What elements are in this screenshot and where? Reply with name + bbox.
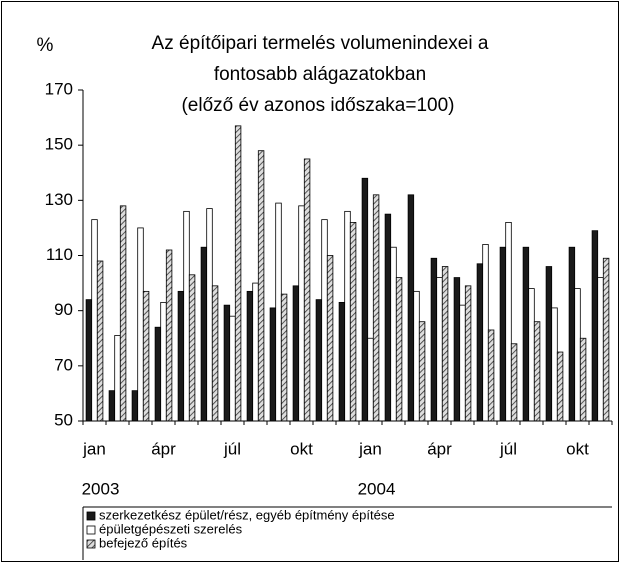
bar bbox=[505, 221, 512, 422]
y-tick-label: 150 bbox=[45, 135, 73, 154]
bar bbox=[384, 213, 392, 422]
bar bbox=[326, 255, 334, 422]
legend-swatch bbox=[86, 525, 96, 535]
bar bbox=[395, 277, 403, 422]
bar bbox=[436, 277, 443, 422]
bar bbox=[234, 125, 242, 422]
bar bbox=[160, 301, 167, 422]
bar bbox=[252, 282, 259, 422]
legend-swatch bbox=[86, 539, 96, 549]
x-tick-label: jan bbox=[358, 439, 382, 458]
bar bbox=[119, 205, 127, 422]
year-label: 2004 bbox=[358, 479, 396, 498]
chart-subtitle: (előző év azonos időszaka=100) bbox=[181, 95, 454, 116]
bar bbox=[568, 246, 576, 422]
y-tick-label: 90 bbox=[54, 300, 73, 319]
bar bbox=[390, 246, 397, 422]
bar bbox=[413, 290, 420, 422]
chart-title: fontosabb alágazatokban bbox=[214, 64, 426, 85]
y-tick-label: 50 bbox=[54, 410, 73, 429]
x-tick-label: ápr bbox=[427, 439, 452, 458]
bar bbox=[85, 299, 93, 422]
bar bbox=[108, 390, 116, 422]
bar bbox=[361, 177, 369, 422]
bar bbox=[96, 260, 104, 422]
chart-title: Az építőipari termelés volumenindexei a bbox=[152, 33, 489, 54]
y-tick-label: 170 bbox=[45, 79, 73, 98]
bar bbox=[188, 274, 196, 422]
bar bbox=[464, 285, 472, 422]
year-label: 2003 bbox=[82, 479, 120, 498]
bar bbox=[372, 194, 380, 422]
legend-swatch bbox=[86, 511, 96, 521]
bar bbox=[206, 208, 213, 422]
bar bbox=[223, 304, 231, 422]
bar bbox=[177, 290, 185, 422]
bar bbox=[338, 301, 346, 422]
bar bbox=[257, 150, 265, 422]
bar bbox=[482, 244, 489, 422]
bar bbox=[533, 321, 541, 422]
bar bbox=[459, 304, 466, 422]
bar bbox=[321, 219, 328, 422]
bar bbox=[430, 257, 438, 422]
y-tick-label: 110 bbox=[46, 245, 73, 264]
bar bbox=[303, 158, 311, 422]
x-tick-label: okt bbox=[566, 439, 589, 458]
bar bbox=[591, 230, 599, 422]
bar bbox=[545, 266, 553, 422]
bar bbox=[292, 285, 300, 422]
bar bbox=[229, 315, 236, 422]
legend-label: szerkezetkész épület/rész, egyéb építmén… bbox=[99, 507, 395, 522]
bar bbox=[200, 246, 208, 422]
legend-label: befejező építés bbox=[99, 535, 188, 550]
x-tick-label: okt bbox=[290, 439, 313, 458]
legend-label: épületgépészeti szerelés bbox=[99, 521, 243, 536]
bar bbox=[574, 288, 581, 422]
bar bbox=[476, 263, 484, 422]
bar bbox=[597, 277, 604, 422]
bar bbox=[510, 343, 518, 422]
bar bbox=[165, 249, 173, 422]
bar bbox=[246, 290, 254, 422]
bar bbox=[269, 307, 277, 422]
bar bbox=[183, 210, 190, 422]
x-tick-label: júl bbox=[223, 439, 241, 458]
bar bbox=[91, 219, 98, 422]
bar bbox=[142, 290, 150, 422]
x-tick-label: júl bbox=[499, 439, 517, 458]
bar bbox=[522, 246, 530, 422]
x-tick-label: ápr bbox=[151, 439, 176, 458]
bar bbox=[418, 321, 426, 422]
y-tick-label: 130 bbox=[45, 190, 73, 209]
bar bbox=[131, 390, 139, 422]
bar bbox=[344, 210, 351, 422]
bar bbox=[137, 227, 144, 422]
bar bbox=[579, 337, 587, 422]
bar bbox=[298, 205, 305, 422]
y-tick-label: 70 bbox=[54, 355, 73, 374]
bar bbox=[275, 202, 282, 422]
bar bbox=[528, 288, 535, 422]
bar bbox=[154, 326, 162, 422]
bar bbox=[349, 221, 357, 422]
bar bbox=[407, 194, 415, 422]
bar bbox=[315, 299, 323, 422]
bar bbox=[441, 266, 449, 422]
bar bbox=[556, 351, 564, 422]
bar bbox=[280, 293, 288, 422]
bar bbox=[551, 307, 558, 422]
bar bbox=[487, 329, 495, 422]
bar bbox=[114, 335, 121, 422]
x-tick-label: jan bbox=[82, 439, 106, 458]
bar bbox=[211, 285, 219, 422]
bar bbox=[602, 257, 610, 422]
y-axis-label: % bbox=[37, 35, 54, 56]
bar bbox=[367, 337, 374, 422]
bar bbox=[453, 277, 461, 422]
bar bbox=[499, 246, 507, 422]
